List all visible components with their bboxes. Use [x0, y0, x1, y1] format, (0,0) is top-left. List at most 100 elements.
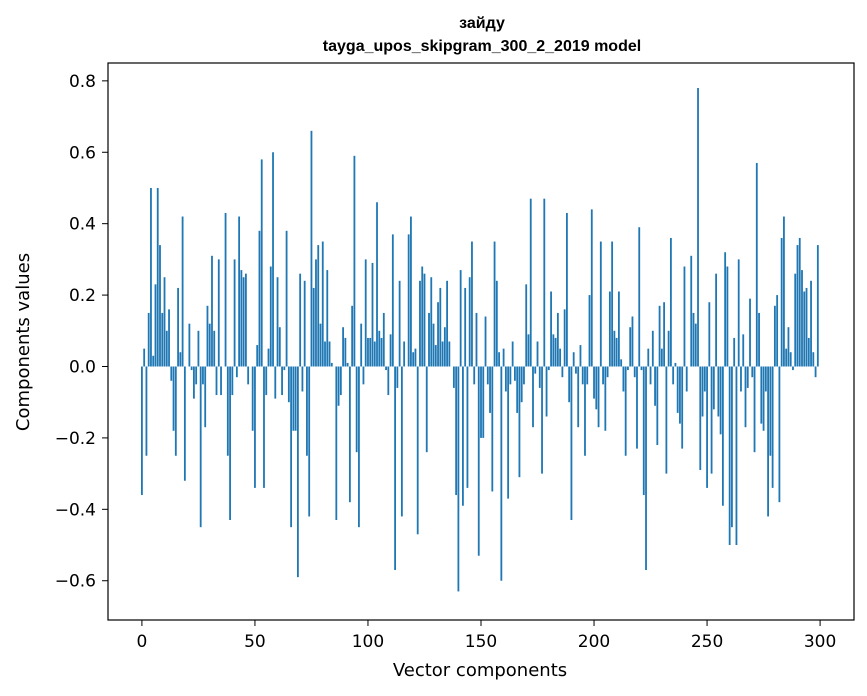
bar	[699, 366, 702, 471]
bar	[324, 341, 326, 367]
bar	[588, 295, 591, 367]
bar	[168, 309, 170, 367]
bar	[559, 348, 562, 367]
bar	[330, 362, 333, 367]
bar	[473, 366, 476, 385]
bar	[642, 366, 645, 496]
bar	[468, 277, 471, 367]
bar	[362, 366, 365, 385]
bar	[321, 241, 324, 367]
bar	[665, 366, 668, 474]
bar	[649, 366, 652, 385]
bar	[796, 245, 799, 367]
bar	[290, 366, 293, 528]
bar	[636, 366, 638, 449]
y-tick-label: 0.4	[69, 215, 96, 235]
bar	[315, 259, 317, 367]
bar	[276, 277, 279, 367]
bar	[251, 366, 254, 431]
bar	[520, 366, 523, 403]
bar	[143, 348, 146, 367]
bar	[599, 241, 602, 367]
bar	[233, 259, 236, 367]
bar	[342, 327, 345, 367]
bar	[152, 355, 155, 367]
y-tick-label: 0.0	[69, 357, 96, 377]
bar	[414, 348, 417, 367]
bar	[389, 334, 392, 367]
bar	[792, 366, 794, 371]
bar	[803, 291, 806, 367]
bar	[244, 273, 247, 367]
x-tick-label: 200	[578, 632, 610, 652]
bar	[141, 366, 143, 496]
bar	[538, 366, 541, 388]
bar	[814, 366, 817, 378]
bar	[656, 366, 659, 446]
bar	[744, 366, 747, 428]
bar	[360, 323, 363, 367]
bar	[697, 87, 699, 367]
bar	[611, 241, 614, 367]
bar	[482, 366, 485, 438]
bar	[640, 366, 643, 371]
bar	[177, 287, 179, 367]
bar	[767, 366, 769, 517]
bar	[172, 366, 175, 431]
y-tick-label: 0.8	[69, 72, 96, 92]
bar	[615, 337, 618, 367]
bar	[509, 366, 512, 385]
bar	[706, 366, 708, 488]
bar	[466, 366, 469, 488]
bar	[423, 273, 426, 367]
bar	[385, 366, 387, 371]
bar	[161, 312, 164, 367]
bar	[753, 366, 756, 453]
bar	[437, 302, 439, 367]
y-tick-label: 0.6	[69, 143, 96, 163]
bar	[382, 312, 385, 367]
bar	[335, 366, 338, 521]
bar	[403, 341, 406, 367]
bar	[260, 159, 263, 367]
bar	[394, 366, 396, 571]
bar	[351, 305, 354, 367]
bar	[391, 234, 394, 367]
x-tick-label: 150	[465, 632, 497, 652]
bar	[220, 366, 222, 396]
bar	[197, 330, 200, 367]
bar	[154, 284, 157, 367]
bar	[733, 337, 736, 367]
bar	[647, 348, 650, 367]
bar	[199, 366, 202, 528]
bar	[339, 366, 342, 396]
bar	[486, 366, 489, 385]
bar	[627, 366, 629, 371]
bar	[694, 323, 697, 367]
bar	[211, 255, 213, 367]
bar	[604, 366, 607, 431]
bar	[810, 280, 812, 367]
bar	[561, 366, 564, 378]
bar	[484, 316, 487, 367]
chart-title: зайду	[459, 15, 505, 32]
bar	[156, 187, 159, 367]
bar	[715, 273, 718, 367]
bar	[226, 366, 229, 456]
bar	[400, 366, 403, 517]
bar	[624, 366, 627, 456]
bar	[606, 366, 609, 378]
bar	[258, 230, 261, 367]
bar	[238, 216, 241, 367]
bar	[579, 345, 582, 367]
bar	[783, 216, 785, 367]
bar	[651, 330, 654, 367]
y-tick-label: 0.2	[69, 286, 96, 306]
bar	[755, 162, 758, 367]
bar	[195, 366, 198, 385]
bar	[287, 366, 290, 403]
bar	[457, 366, 460, 592]
bar	[593, 366, 595, 399]
bar	[787, 327, 790, 367]
bar	[328, 341, 331, 367]
